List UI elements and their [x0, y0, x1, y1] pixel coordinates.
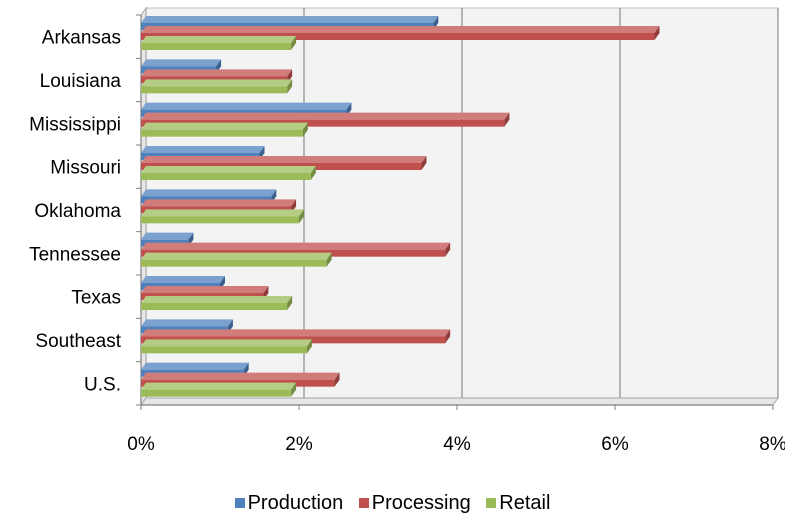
bar-retail-mississippi	[141, 122, 308, 137]
bar-top-face	[141, 69, 293, 77]
bar-top-face	[141, 232, 194, 240]
bar-top-face	[141, 189, 277, 197]
bar-top-face	[141, 382, 297, 390]
legend-swatch-production	[234, 498, 245, 508]
bar-top-face	[141, 242, 451, 250]
labels: Arkansas Louisiana Mississippi Missouri Okla…	[29, 28, 785, 455]
bar-end-face	[287, 79, 293, 94]
bar-retail-u-s-	[141, 382, 297, 397]
bar-top-face	[141, 329, 451, 337]
bar-top-face	[141, 286, 269, 293]
legend-swatch-processing	[358, 498, 369, 508]
bar-front-face	[141, 173, 311, 180]
x-tick-label: 8%	[759, 434, 785, 455]
bar-front-face	[141, 303, 288, 310]
bar-top-face	[141, 79, 293, 87]
bar-end-face	[299, 209, 304, 224]
bar-front-face	[141, 259, 327, 267]
bar-top-face	[141, 166, 316, 173]
category-label: Arkansas	[42, 28, 121, 49]
category-label: Louisiana	[40, 71, 122, 92]
bar-top-face	[141, 296, 293, 303]
bar-top-face	[141, 209, 304, 217]
x-tick-label: 0%	[127, 434, 155, 455]
legend-swatch-retail	[486, 498, 497, 508]
bar-processing-mississippi	[141, 112, 510, 127]
legend-label-production: Production	[247, 492, 344, 514]
bar-top-face	[141, 16, 439, 23]
bar-top-face	[141, 146, 265, 153]
bar-top-face	[141, 59, 222, 67]
legend-label-processing: Processing	[371, 492, 471, 514]
bar-front-face	[141, 129, 303, 137]
bar-retail-tennessee	[141, 252, 332, 267]
bar-end-face	[654, 26, 660, 40]
bar-front-face	[141, 43, 292, 50]
bar-front-face	[141, 389, 292, 397]
plot-floor	[140, 397, 779, 406]
bar-retail-arkansas	[141, 36, 297, 50]
bar-top-face	[141, 199, 297, 207]
bar-front-face	[141, 119, 505, 127]
legend-label-retail: Retail	[499, 492, 551, 514]
bar-end-face	[291, 382, 297, 397]
bar-end-face	[421, 156, 427, 170]
bar-end-face	[334, 372, 340, 387]
bar-front-face	[141, 216, 299, 224]
bar-end-face	[291, 36, 297, 50]
bar-top-face	[141, 102, 352, 110]
bar-end-face	[504, 112, 510, 127]
legend: Production Processing Retail	[0, 492, 785, 515]
category-label: Southeast	[35, 331, 121, 352]
bar-top-face	[141, 156, 427, 163]
x-tick-label: 4%	[443, 434, 471, 455]
bar-retail-southeast	[141, 339, 312, 354]
bar-top-face	[141, 112, 510, 120]
bar-retail-louisiana	[141, 79, 293, 94]
bar-end-face	[287, 296, 293, 310]
bar-top-face	[141, 362, 249, 370]
bar-end-face	[306, 339, 312, 354]
bar-front-face	[141, 33, 655, 40]
bar-retail-missouri	[141, 166, 316, 180]
legend-item-retail: Retail	[486, 492, 550, 515]
bar-end-face	[310, 166, 316, 180]
bar-processing-arkansas	[141, 26, 660, 40]
bar-front-face	[141, 86, 288, 94]
legend-item-production: Production	[234, 492, 344, 515]
x-tick-label: 6%	[601, 434, 629, 455]
category-label: Tennessee	[29, 244, 121, 265]
bar-end-face	[302, 122, 308, 137]
bar-top-face	[141, 252, 332, 260]
category-label: Missouri	[50, 158, 121, 179]
category-label: Texas	[71, 288, 121, 309]
category-label: Mississippi	[29, 114, 121, 135]
bar-top-face	[141, 26, 660, 33]
bar-end-face	[326, 252, 332, 267]
category-label: U.S.	[84, 374, 121, 395]
bar-retail-texas	[141, 296, 293, 310]
legend-item-processing: Processing	[358, 492, 471, 515]
bar-top-face	[141, 122, 308, 130]
bar-top-face	[141, 372, 340, 380]
x-tick-label: 2%	[285, 434, 313, 455]
bar-top-face	[141, 276, 225, 283]
bar-front-face	[141, 346, 307, 354]
bar-top-face	[141, 36, 297, 43]
bar-retail-oklahoma	[141, 209, 304, 224]
bar-top-face	[141, 319, 233, 327]
category-label: Oklahoma	[34, 201, 121, 222]
bar-top-face	[141, 339, 312, 347]
bars	[141, 16, 660, 397]
bar-end-face	[445, 329, 451, 344]
bar-end-face	[445, 242, 451, 257]
